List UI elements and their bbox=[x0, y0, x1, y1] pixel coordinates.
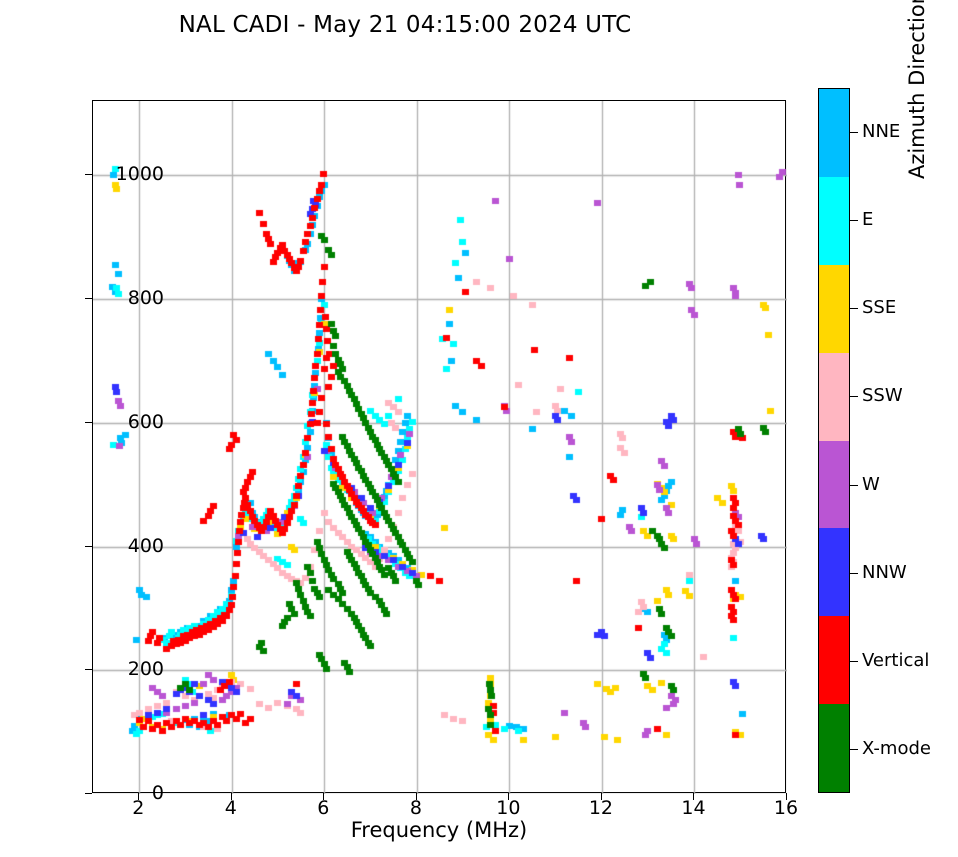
y-tick-mark bbox=[85, 546, 92, 548]
x-tick-label: 16 bbox=[773, 797, 799, 819]
colorbar-label-e: E bbox=[862, 209, 874, 231]
ionogram-plot-area bbox=[92, 100, 787, 794]
x-tick-label: 6 bbox=[317, 797, 330, 819]
colorbar-segment-nnw bbox=[819, 528, 849, 617]
colorbar-tick bbox=[850, 396, 858, 398]
colorbar-label-x-mode: X-mode bbox=[862, 737, 931, 759]
x-tick-label: 14 bbox=[681, 797, 706, 819]
y-tick-label: 0 bbox=[151, 782, 164, 804]
colorbar-segment-vertical bbox=[819, 616, 849, 705]
x-tick-mark bbox=[231, 793, 233, 800]
y-tick-label: 200 bbox=[127, 658, 164, 681]
colorbar-label-w: W bbox=[862, 473, 880, 495]
x-tick-label: 4 bbox=[224, 797, 237, 819]
colorbar bbox=[818, 88, 850, 793]
colorbar-label-sse: SSE bbox=[862, 297, 897, 319]
x-tick-mark bbox=[601, 793, 603, 800]
colorbar-segment-ssw bbox=[819, 352, 849, 441]
x-axis-label: Frequency (MHz) bbox=[350, 818, 528, 842]
y-tick-label: 600 bbox=[127, 410, 164, 433]
colorbar-title: Azimuth Direction bbox=[905, 0, 929, 180]
x-tick-mark bbox=[508, 793, 510, 800]
colorbar-label-nnw: NNW bbox=[862, 561, 907, 583]
y-tick-label: 400 bbox=[127, 534, 164, 557]
y-tick-label: 800 bbox=[127, 287, 164, 309]
y-tick-mark bbox=[85, 422, 92, 424]
y-tick-label: 1000 bbox=[115, 163, 164, 186]
colorbar-tick bbox=[850, 220, 858, 222]
colorbar-segment-nne bbox=[819, 89, 849, 177]
colorbar-segment-w bbox=[819, 440, 849, 529]
colorbar-segment-x-mode bbox=[819, 704, 849, 792]
x-tick-label: 10 bbox=[496, 797, 521, 819]
x-tick-mark bbox=[416, 793, 418, 800]
colorbar-segment-sse bbox=[819, 264, 849, 353]
x-tick-mark bbox=[786, 793, 788, 800]
colorbar-tick bbox=[850, 308, 858, 310]
colorbar-segment-e bbox=[819, 176, 849, 265]
x-tick-label: 2 bbox=[132, 797, 145, 819]
x-tick-mark bbox=[693, 793, 695, 800]
y-tick-mark bbox=[85, 669, 92, 671]
colorbar-tick bbox=[850, 132, 858, 134]
colorbar-label-ssw: SSW bbox=[862, 385, 903, 407]
colorbar-label-nne: NNE bbox=[862, 121, 901, 143]
page-title: NAL CADI - May 21 04:15:00 2024 UTC bbox=[178, 12, 632, 38]
x-tick-label: 12 bbox=[588, 797, 614, 819]
x-tick-mark bbox=[138, 793, 140, 800]
x-tick-mark bbox=[323, 793, 325, 800]
y-tick-mark bbox=[85, 298, 92, 300]
colorbar-label-vertical: Vertical bbox=[862, 649, 930, 671]
colorbar-tick bbox=[850, 485, 858, 487]
x-tick-label: 8 bbox=[409, 797, 422, 819]
scatter-canvas bbox=[93, 101, 787, 794]
y-tick-mark bbox=[85, 793, 92, 795]
colorbar-tick bbox=[850, 573, 858, 575]
colorbar-tick bbox=[850, 661, 858, 663]
y-tick-mark bbox=[85, 174, 92, 176]
colorbar-tick bbox=[850, 749, 858, 751]
